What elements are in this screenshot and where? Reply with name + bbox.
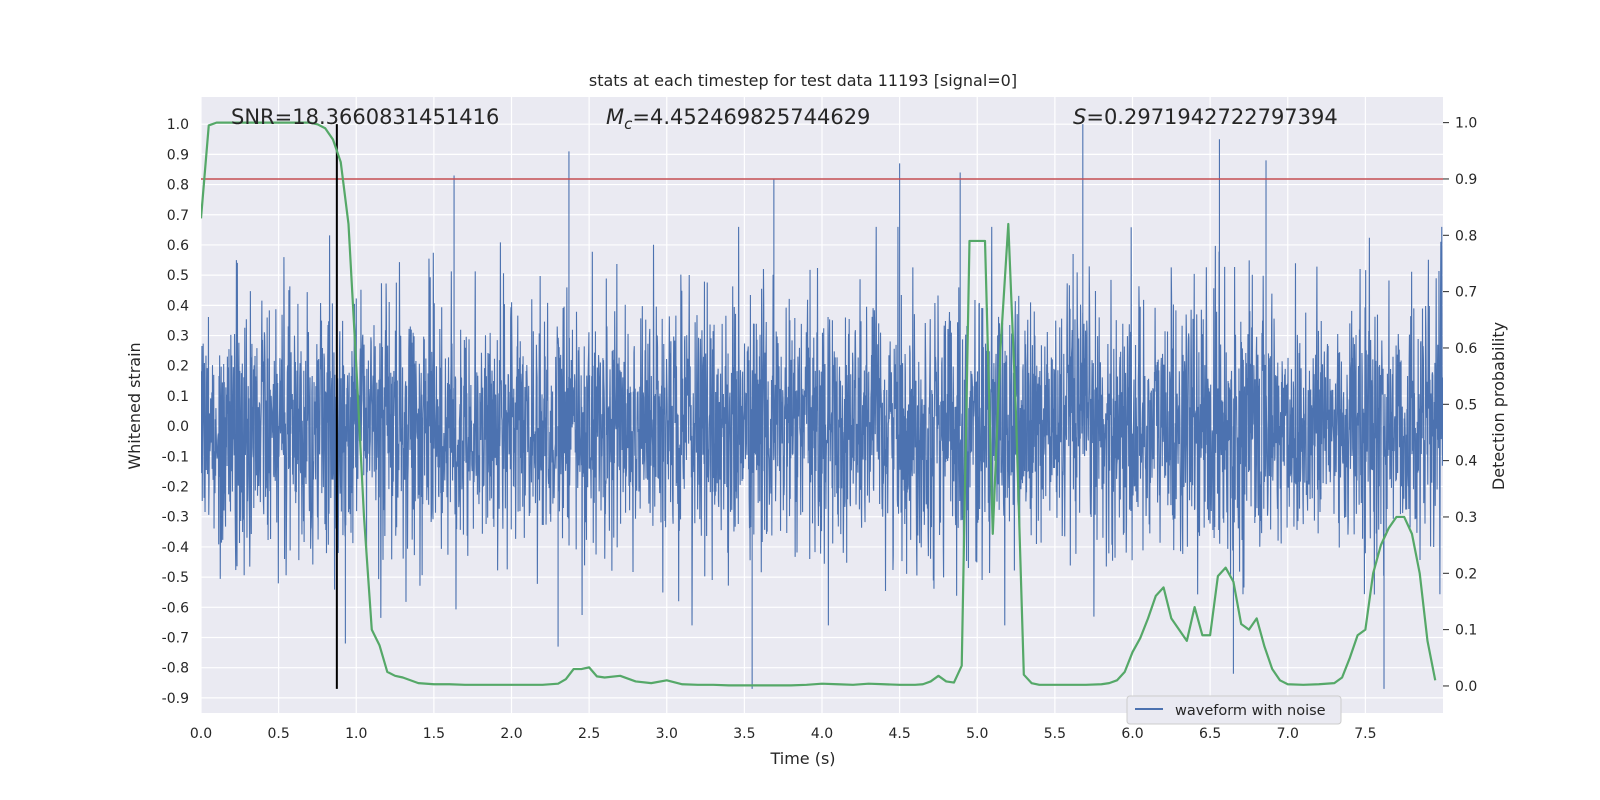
x-tick-label: 1.0 [345, 726, 367, 742]
y-tick-label: -0.1 [162, 449, 189, 465]
y-tick-label: 0.6 [167, 238, 189, 254]
legend-label: waveform with noise [1175, 703, 1326, 719]
legend: waveform with noise [1126, 695, 1342, 725]
y2-tick-label: 0.8 [1455, 228, 1477, 244]
y2-tick-label: 0.3 [1455, 510, 1477, 526]
chirp-mass-annotation: Mc=4.452469825744629 [606, 105, 870, 133]
y-tick-label: 0.2 [167, 359, 189, 375]
y2-axis-ticks: 1.0 0.9 0.8 0.7 0.6 0.5 0.4 0.3 0.2 0.1 0.0 [1443, 116, 1477, 695]
x-tick-label: 7.5 [1354, 726, 1376, 742]
mc-value: =4.452469825744629 [632, 105, 870, 129]
y-tick-label: 0.4 [167, 298, 189, 314]
y-tick-label: -0.4 [162, 540, 189, 556]
y-tick-label: 0.8 [167, 178, 189, 194]
snr-annotation: SNR=18.3660831451416 [231, 105, 499, 129]
y-axis-label: Whitened strain [125, 342, 144, 469]
x-tick-label: 2.0 [500, 726, 522, 742]
y2-tick-label: 0.0 [1455, 679, 1477, 695]
x-tick-label: 1.5 [423, 726, 445, 742]
s-annotation: S=0.2971942722797394 [1073, 105, 1338, 129]
y-tick-label: -0.2 [162, 480, 189, 496]
x-tick-label: 7.0 [1277, 726, 1299, 742]
y-tick-label: -0.3 [162, 510, 189, 526]
waveform-series [201, 124, 1443, 689]
x-tick-label: 3.5 [733, 726, 755, 742]
x-tick-label: 0.0 [190, 726, 212, 742]
y2-tick-label: 0.2 [1455, 566, 1477, 582]
waveform-line [201, 124, 1443, 689]
x-tick-label: 6.5 [1199, 726, 1221, 742]
y-tick-label: 0.1 [167, 389, 189, 405]
x-tick-label: 6.0 [1121, 726, 1143, 742]
y-tick-label: -0.6 [162, 600, 189, 616]
x-tick-label: 4.0 [811, 726, 833, 742]
y2-tick-label: 0.6 [1455, 341, 1477, 357]
y2-tick-label: 0.4 [1455, 454, 1477, 470]
s-value: =0.2971942722797394 [1086, 105, 1337, 129]
y-tick-label: 0.0 [167, 419, 189, 435]
y2-tick-label: 0.5 [1455, 397, 1477, 413]
y2-tick-label: 0.7 [1455, 285, 1477, 301]
legend-box [1126, 695, 1342, 725]
y-tick-label: 0.5 [167, 268, 189, 284]
x-tick-label: 5.5 [1044, 726, 1066, 742]
x-tick-label: 4.5 [888, 726, 910, 742]
y-tick-label: 0.7 [167, 208, 189, 224]
y-tick-label: -0.7 [162, 631, 189, 647]
y-tick-label: 1.0 [167, 117, 189, 133]
mc-subscript: c [624, 115, 633, 133]
y-tick-label: -0.5 [162, 570, 189, 586]
x-tick-label: 3.0 [656, 726, 678, 742]
y-tick-label: -0.9 [162, 691, 189, 707]
y-axis-ticks: 1.0 0.9 0.8 0.7 0.6 0.5 0.4 0.3 0.2 0.1 0.0 -0.1 -0.… [162, 117, 189, 707]
mc-symbol: M [606, 105, 624, 129]
chart-title: stats at each timestep for test data 111… [589, 71, 1017, 90]
y2-tick-label: 0.1 [1455, 623, 1477, 639]
y-tick-label: -0.8 [162, 661, 189, 677]
y-tick-label: 0.9 [167, 147, 189, 163]
y-tick-label: 0.3 [167, 329, 189, 345]
x-axis-label: Time (s) [769, 749, 835, 768]
detection-probability-line [201, 121, 1437, 687]
x-tick-label: 5.0 [966, 726, 988, 742]
x-tick-label: 2.5 [578, 726, 600, 742]
y2-tick-label: 1.0 [1455, 116, 1477, 132]
s-symbol: S [1073, 105, 1086, 129]
x-axis-ticks: 0.0 0.5 1.0 1.5 2.0 2.5 3.0 3.5 4.0 4.5 5.0 5.5 6.0 6… [190, 726, 1377, 742]
y2-tick-label: 0.9 [1455, 172, 1477, 188]
y2-axis-label: Detection probability [1489, 322, 1508, 490]
x-tick-label: 0.5 [267, 726, 289, 742]
